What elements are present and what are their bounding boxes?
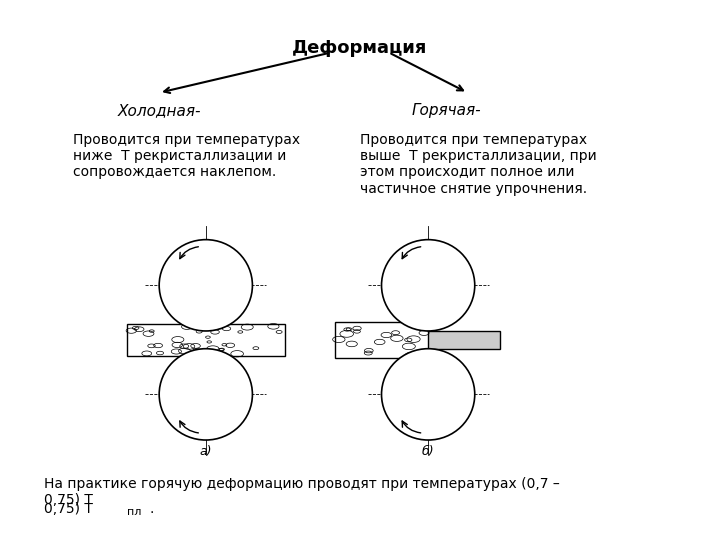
FancyBboxPatch shape	[127, 323, 284, 356]
Text: Горячая-: Горячая-	[411, 104, 481, 118]
Text: Холодная-: Холодная-	[117, 104, 201, 118]
FancyBboxPatch shape	[428, 331, 500, 349]
FancyBboxPatch shape	[335, 322, 436, 357]
Text: Проводится при температурах
ниже  Т рекристаллизации и
сопровождается наклепом.: Проводится при температурах ниже Т рекри…	[73, 133, 300, 179]
Ellipse shape	[382, 349, 474, 440]
Text: .: .	[150, 502, 154, 516]
Text: Проводится при температурах
выше  Т рекристаллизации, при
этом происходит полное: Проводится при температурах выше Т рекри…	[360, 133, 597, 195]
Text: 0,75) Т: 0,75) Т	[45, 502, 94, 516]
Text: б): б)	[422, 444, 434, 457]
Ellipse shape	[382, 240, 474, 331]
Text: пл: пл	[127, 508, 141, 517]
Text: а): а)	[199, 444, 212, 457]
Ellipse shape	[159, 349, 253, 440]
Ellipse shape	[159, 240, 253, 331]
Text: Деформация: Деформация	[292, 39, 428, 57]
Text: На практике горячую деформацию проводят при температурах (0,7 –
0,75) Т: На практике горячую деформацию проводят …	[45, 477, 560, 507]
